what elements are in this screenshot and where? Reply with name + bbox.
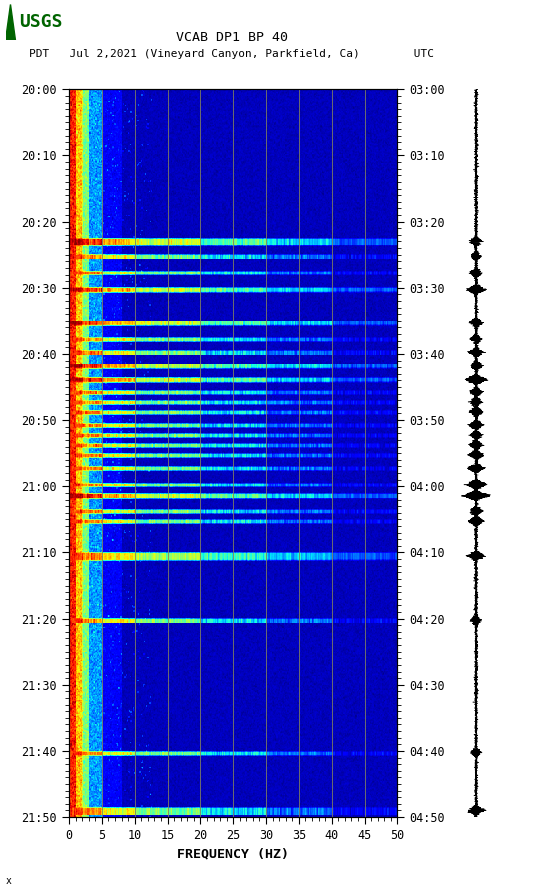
X-axis label: FREQUENCY (HZ): FREQUENCY (HZ) — [177, 847, 289, 861]
Polygon shape — [6, 4, 15, 40]
Text: USGS: USGS — [19, 13, 63, 31]
Text: VCAB DP1 BP 40: VCAB DP1 BP 40 — [176, 31, 288, 45]
Text: PDT   Jul 2,2021 (Vineyard Canyon, Parkfield, Ca)        UTC: PDT Jul 2,2021 (Vineyard Canyon, Parkfie… — [29, 49, 434, 59]
Text: x: x — [6, 876, 12, 886]
